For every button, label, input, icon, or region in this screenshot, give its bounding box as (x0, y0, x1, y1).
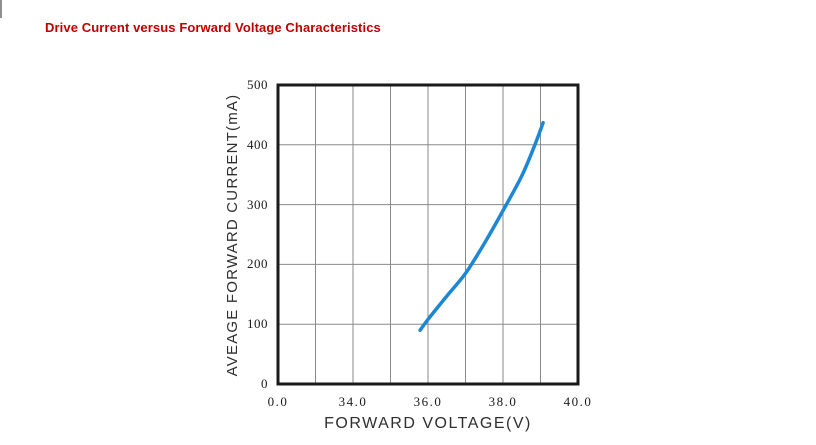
x-tick-label: 34.0 (338, 394, 368, 409)
x-tick-label: 36.0 (413, 394, 443, 409)
y-tick-label: 500 (247, 77, 268, 92)
chart-title: Drive Current versus Forward Voltage Cha… (45, 20, 381, 35)
x-axis-title: FORWARD VOLTAGE(V) (324, 415, 532, 432)
y-tick-label: 200 (247, 256, 268, 272)
x-tick-label: 0.0 (267, 394, 289, 409)
page-edge-mark (0, 0, 2, 18)
y-tick-label: 300 (247, 196, 268, 212)
plot-border (276, 83, 580, 386)
y-axis-title: AVEAGE FORWARD CURRENT(mA) (224, 93, 241, 377)
current-voltage-curve (418, 120, 545, 332)
x-tick-label: 38.0 (488, 394, 518, 409)
y-tick-label: 400 (247, 136, 268, 152)
y-tick-label: 100 (247, 316, 268, 332)
y-tick-label: 0 (261, 376, 268, 391)
x-tick-label: 40.0 (563, 394, 593, 409)
